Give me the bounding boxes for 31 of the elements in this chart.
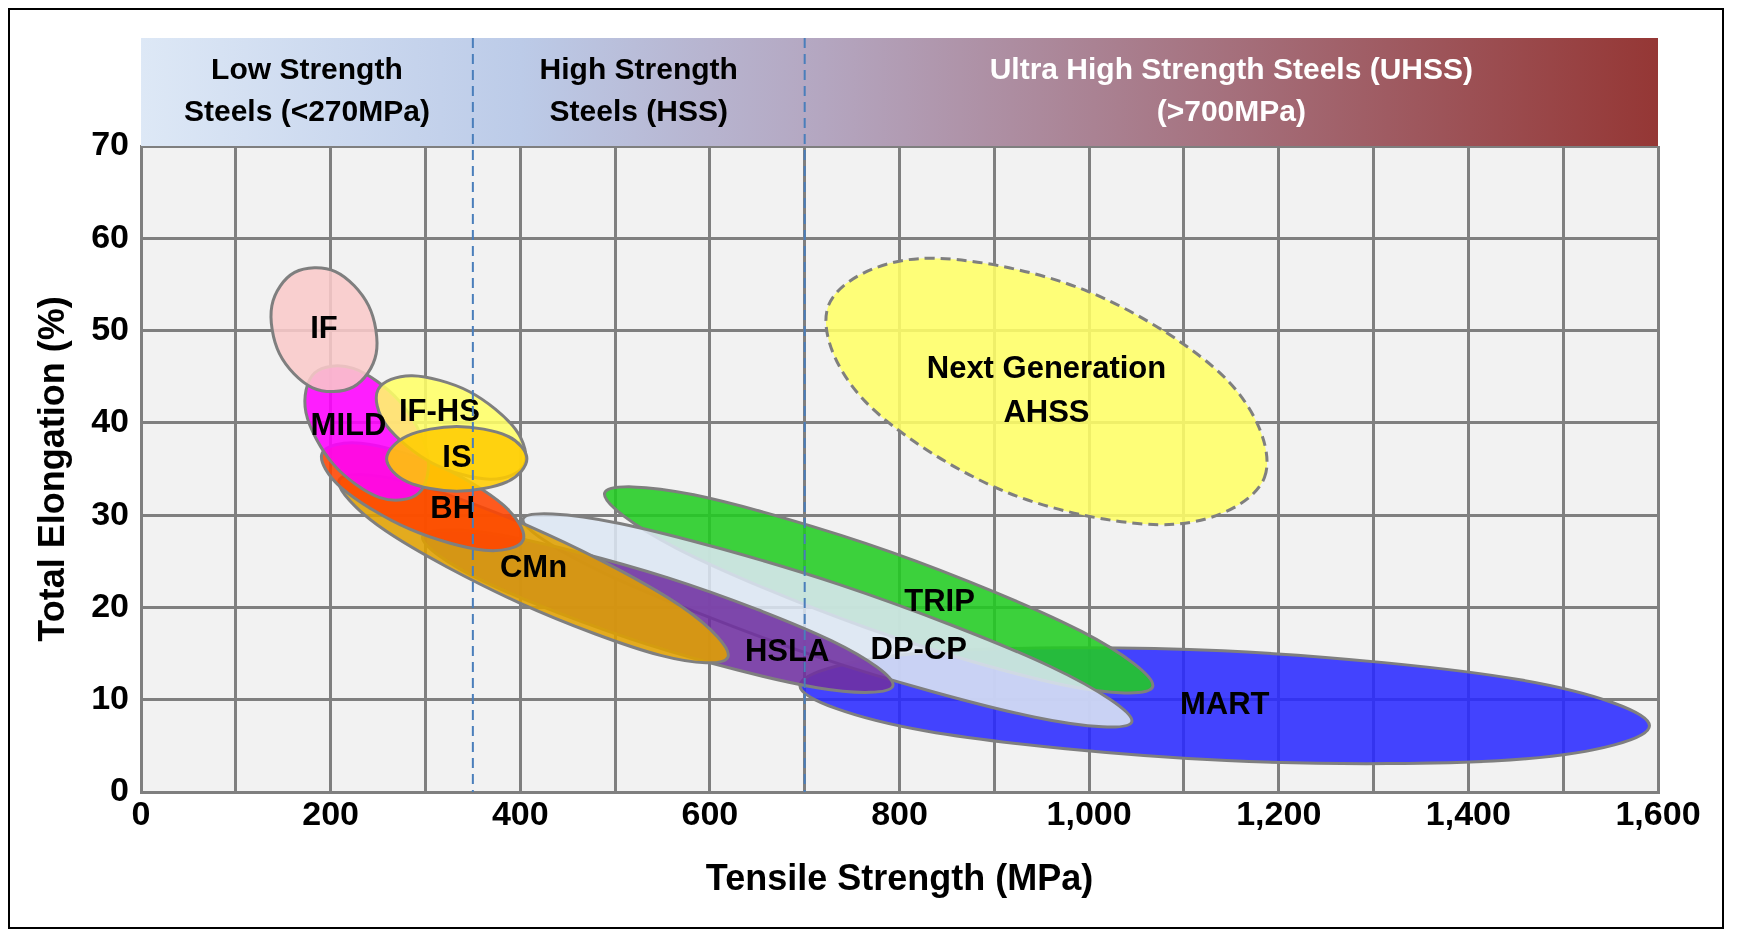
x-tick-label: 1,000 (1046, 793, 1132, 832)
y-axis-title: Total Elongation (%) (30, 296, 72, 642)
series-label: BH (430, 490, 476, 526)
x-tick-label: 1,400 (1425, 793, 1511, 832)
y-tick-label: 20 (91, 585, 130, 624)
series-label: DP-CP (870, 631, 967, 667)
series-label: HSLA (744, 632, 830, 668)
x-tick-label: 400 (491, 793, 549, 832)
x-tick-label: 1,200 (1236, 793, 1322, 832)
x-tick-label: 1,600 (1615, 793, 1701, 832)
series-label: MART (1179, 686, 1270, 722)
series-label: IF (310, 310, 338, 346)
series-label: IS (442, 439, 472, 475)
text: Low Strength Steels (<270MPa) (183, 52, 430, 128)
y-tick-label: 40 (91, 401, 130, 440)
y-tick-label: 50 (91, 308, 130, 347)
y-tick-label: 30 (91, 493, 130, 532)
x-tick-label: 800 (871, 793, 928, 832)
series-label: IF-HS (398, 392, 480, 428)
y-tick-label: 60 (91, 216, 130, 255)
series-label: Next Generation AHSS (926, 349, 1167, 429)
text: Ultra High Strength Steels (UHSS) (>700MPa) (989, 52, 1474, 128)
text: High Strength Steels (HSS) (539, 52, 738, 128)
series-label: TRIP (904, 582, 975, 618)
y-tick-label: 70 (91, 124, 130, 163)
y-tick-label: 10 (91, 678, 130, 717)
series-label: CMn (499, 549, 568, 585)
x-tick-label: 600 (681, 793, 739, 832)
x-axis-title: Tensile Strength (MPa) (705, 857, 1094, 899)
series-label: MILD (310, 407, 387, 443)
x-tick-label: 200 (302, 793, 360, 832)
